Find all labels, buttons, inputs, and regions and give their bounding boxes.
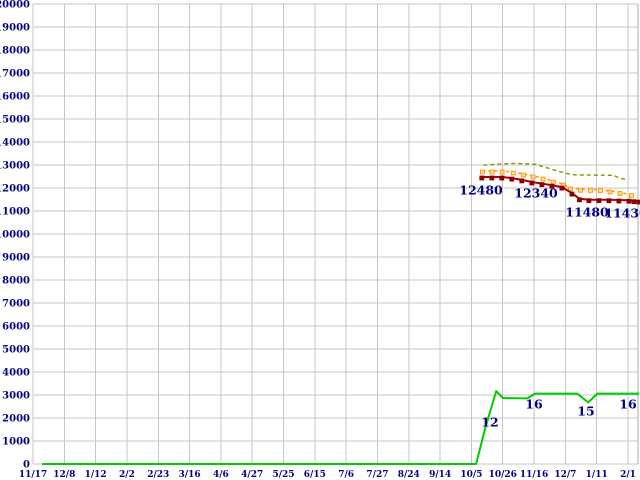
data-point-marker bbox=[549, 183, 555, 189]
data-point-marker bbox=[578, 187, 583, 193]
data-point-marker bbox=[569, 191, 575, 197]
y-tick-label: 19000 bbox=[0, 23, 30, 34]
data-point-marker bbox=[626, 198, 632, 204]
series-green-line bbox=[42, 390, 639, 465]
y-tick-label: 0 bbox=[23, 460, 30, 471]
y-axis-labels: 2000019000180001700016000150001400013000… bbox=[0, 0, 30, 471]
y-tick-label: 3000 bbox=[2, 391, 30, 402]
data-point-marker bbox=[489, 175, 495, 181]
point-value-label: 12480 bbox=[459, 183, 503, 198]
y-tick-label: 5000 bbox=[2, 345, 30, 356]
x-tick-label: 1/12 bbox=[85, 470, 107, 480]
point-value-label: 11430 bbox=[604, 206, 640, 221]
series-dark-red-line-markers bbox=[479, 175, 640, 205]
series-orange-dashed-line-markers bbox=[479, 169, 634, 199]
x-tick-label: 10/5 bbox=[460, 470, 482, 480]
data-point-marker bbox=[510, 170, 516, 176]
data-point-marker bbox=[617, 191, 623, 197]
series-olive-dashed-line bbox=[483, 162, 629, 181]
data-point-marker bbox=[529, 180, 535, 186]
point-value-label: 12 bbox=[481, 415, 498, 430]
data-point-marker bbox=[568, 186, 573, 192]
point-value-label: 11480 bbox=[565, 205, 609, 220]
y-tick-label: 17000 bbox=[0, 69, 30, 80]
y-tick-label: 20000 bbox=[0, 0, 30, 11]
y-tick-label: 7000 bbox=[2, 299, 30, 310]
y-tick-label: 11000 bbox=[0, 207, 30, 218]
y-tick-label: 9000 bbox=[2, 253, 30, 264]
y-tick-label: 15000 bbox=[0, 115, 30, 126]
x-tick-label: 12/7 bbox=[554, 470, 576, 480]
x-axis-labels: 11/17 12/8 1/12 2/2 2/23 3/16 4/6 4/27 5/25 6/15 7… bbox=[19, 470, 636, 480]
data-point-marker bbox=[521, 172, 526, 178]
x-tick-label: 11/16 bbox=[520, 470, 548, 480]
y-tick-label: 4000 bbox=[2, 368, 30, 379]
x-tick-label: 10/26 bbox=[489, 470, 517, 480]
data-point-marker bbox=[559, 185, 565, 191]
y-tick-label: 13000 bbox=[0, 161, 30, 172]
x-tick-label: 7/6 bbox=[338, 470, 354, 480]
data-point-marker bbox=[607, 189, 613, 195]
series-orange-dashed-line bbox=[482, 170, 632, 196]
x-tick-label: 11/17 bbox=[19, 470, 47, 480]
y-tick-label: 16000 bbox=[0, 92, 30, 103]
x-tick-label: 3/16 bbox=[179, 470, 201, 480]
data-point-marker bbox=[631, 199, 637, 205]
x-tick-label: 1/11 bbox=[586, 470, 608, 480]
data-point-marker bbox=[479, 175, 485, 181]
x-tick-label: 5/25 bbox=[272, 470, 294, 480]
data-point-marker bbox=[489, 169, 495, 175]
point-value-label: 16 bbox=[525, 397, 543, 412]
y-tick-label: 1000 bbox=[2, 437, 30, 448]
point-value-label: 12340 bbox=[514, 186, 558, 201]
data-point-marker bbox=[598, 188, 603, 194]
x-tick-label: 4/27 bbox=[241, 470, 263, 480]
data-point-marker bbox=[596, 198, 602, 204]
data-point-marker bbox=[539, 182, 545, 188]
data-point-marker bbox=[509, 176, 515, 182]
data-point-marker bbox=[636, 199, 640, 205]
data-point-marker bbox=[586, 198, 592, 204]
y-tick-label: 8000 bbox=[2, 276, 30, 287]
y-tick-label: 14000 bbox=[0, 138, 30, 149]
data-point-marker bbox=[606, 198, 612, 204]
x-tick-label: 6/15 bbox=[304, 470, 326, 480]
y-tick-label: 18000 bbox=[0, 46, 30, 57]
point-value-label: 16 bbox=[619, 397, 637, 412]
data-point-marker bbox=[479, 169, 485, 175]
data-point-marker bbox=[577, 197, 582, 203]
y-tick-label: 2000 bbox=[2, 414, 30, 425]
data-point-marker bbox=[629, 193, 634, 199]
point-value-labels: 12480 12340 1148011430 12 16 15 16 bbox=[459, 183, 640, 430]
x-tick-label: 12/8 bbox=[53, 470, 75, 480]
gridlines bbox=[32, 3, 638, 465]
y-tick-label: 12000 bbox=[0, 184, 30, 195]
x-tick-label: 9/14 bbox=[429, 470, 451, 480]
x-tick-label: 2/2 bbox=[119, 470, 135, 480]
data-point-marker bbox=[540, 176, 546, 182]
x-tick-label: 2/23 bbox=[147, 470, 169, 480]
data-point-marker bbox=[616, 198, 622, 204]
x-tick-label: 7/27 bbox=[366, 470, 388, 480]
data-point-marker bbox=[499, 175, 505, 181]
x-tick-label: 4/6 bbox=[213, 470, 229, 480]
x-tick-label: 8/24 bbox=[398, 470, 420, 480]
y-tick-label: 6000 bbox=[2, 322, 30, 333]
data-point-marker bbox=[499, 169, 505, 175]
data-point-marker bbox=[550, 179, 556, 185]
x-tick-label: 2/1 bbox=[620, 470, 636, 480]
data-point-marker bbox=[530, 174, 536, 180]
point-value-label: 15 bbox=[577, 404, 594, 419]
data-point-marker bbox=[519, 178, 525, 184]
data-point-marker bbox=[588, 187, 593, 193]
